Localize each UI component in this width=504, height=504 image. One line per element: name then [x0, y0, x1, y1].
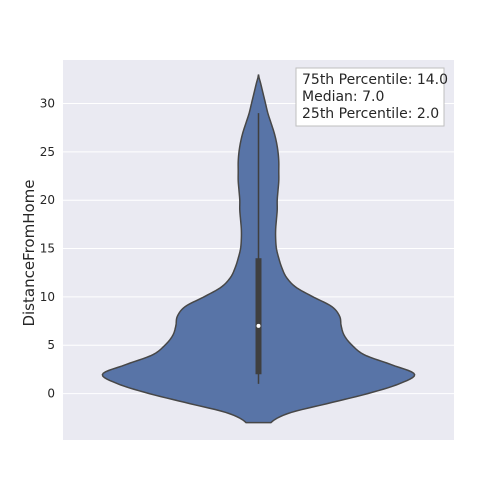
y-tick-label: 30 — [40, 97, 55, 111]
annotation-line-median: Median: 7.0 — [302, 89, 384, 105]
annotation-box — [295, 67, 445, 127]
y-tick-labels: 0 5 10 15 20 25 30 — [40, 97, 55, 401]
y-tick-label: 25 — [40, 145, 55, 159]
annotation-line-q1: 25th Percentile: 2.0 — [302, 106, 439, 122]
percentile-annotation: 75th Percentile: 14.0 Median: 7.0 25th P… — [295, 67, 448, 127]
y-tick-label: 15 — [40, 242, 55, 256]
y-tick-label: 20 — [40, 193, 55, 207]
y-tick-label: 0 — [47, 387, 55, 401]
annotation-line-q3: 75th Percentile: 14.0 — [302, 72, 448, 88]
y-tick-label: 5 — [47, 338, 55, 352]
y-tick-label: 10 — [40, 290, 55, 304]
median-dot — [256, 323, 261, 328]
y-axis-label: DistanceFromHome — [20, 179, 38, 326]
iqr-box — [255, 258, 262, 375]
